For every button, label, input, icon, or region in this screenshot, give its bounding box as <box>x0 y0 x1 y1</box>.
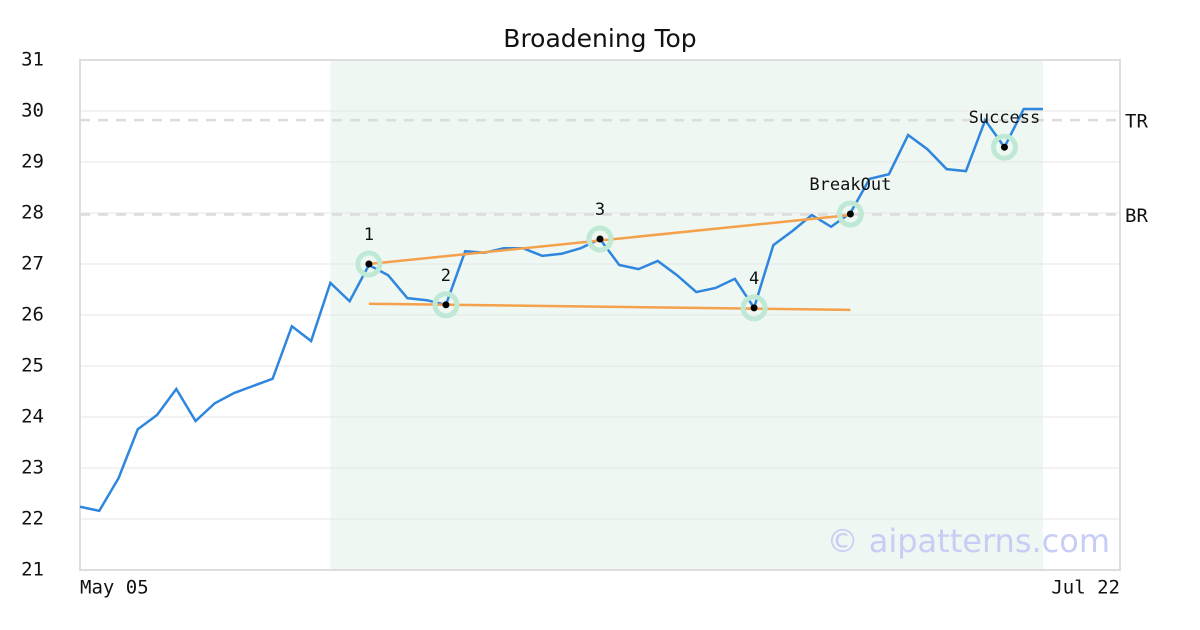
pivot-label: 3 <box>595 200 605 220</box>
pivot-point <box>596 235 604 243</box>
plot-frame <box>79 59 1121 571</box>
y-tick-label: 27 <box>21 253 44 275</box>
y-tick-label: 28 <box>21 202 44 224</box>
x-tick-label: May 05 <box>80 577 149 599</box>
pivot-halo <box>355 250 383 278</box>
pivot-halo <box>740 294 768 322</box>
y-tick-label: 21 <box>21 559 44 581</box>
pivot-point <box>365 260 373 268</box>
level-label: BR <box>1125 205 1148 227</box>
pivot-point <box>750 304 758 312</box>
pivot-point <box>1000 143 1008 151</box>
pivot-halo <box>586 225 614 253</box>
y-tick-label: 24 <box>21 406 44 428</box>
pivot-halo <box>432 291 460 319</box>
y-tick-label: 26 <box>21 304 44 326</box>
pivot-label: 1 <box>364 225 374 245</box>
pivot-point <box>442 301 450 309</box>
y-tick-label: 31 <box>21 49 44 71</box>
level-label: TR <box>1125 111 1148 133</box>
pivot-label: BreakOut <box>809 175 891 195</box>
pivot-label: 4 <box>749 269 759 289</box>
watermark: © aipatterns.com <box>827 522 1110 560</box>
y-tick-label: 25 <box>21 355 44 377</box>
y-tick-label: 23 <box>21 457 44 479</box>
y-tick-label: 29 <box>21 151 44 173</box>
price-line <box>79 107 1043 513</box>
y-tick-label: 30 <box>21 100 44 122</box>
pivot-halo <box>990 133 1018 161</box>
x-tick-label: Jul 22 <box>1051 577 1120 599</box>
chart-title: Broadening Top <box>503 24 696 53</box>
pivot-label: Success <box>969 108 1041 128</box>
y-tick-label: 22 <box>21 508 44 530</box>
pivot-label: 2 <box>441 266 451 286</box>
pivot-halo <box>836 200 864 228</box>
pivot-point <box>846 210 854 218</box>
